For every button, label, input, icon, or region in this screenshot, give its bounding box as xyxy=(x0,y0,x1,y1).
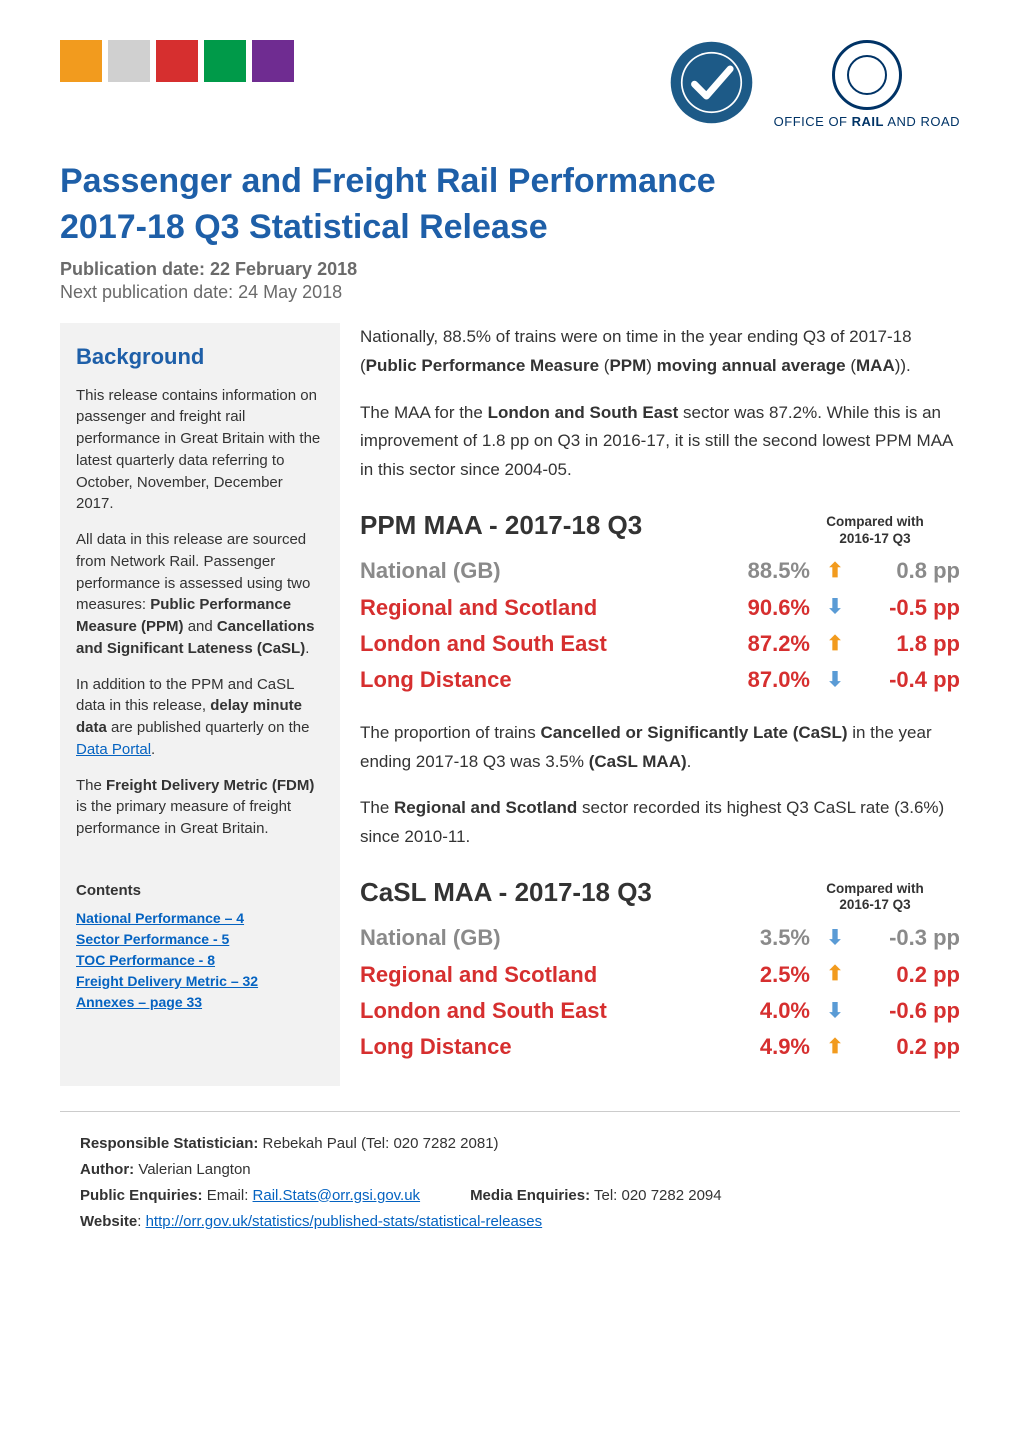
background-p3: In addition to the PPM and CaSL data in … xyxy=(76,674,324,761)
publication-date: Publication date: 22 February 2018 xyxy=(60,259,960,280)
ppm-table-title: PPM MAA - 2017-18 Q3 xyxy=(360,503,790,547)
footer-divider xyxy=(60,1111,960,1112)
metric-label: National (GB) xyxy=(360,920,710,956)
data-portal-link[interactable]: Data Portal xyxy=(76,741,151,758)
casl-table-title: CaSL MAA - 2017-18 Q3 xyxy=(360,870,790,914)
main-content: Nationally, 88.5% of trains were on time… xyxy=(340,323,960,1086)
metric-row: London and South East4.0% -0.6 pp xyxy=(360,993,960,1029)
summary-p1: Nationally, 88.5% of trains were on time… xyxy=(360,323,960,381)
summary-p3: The proportion of trains Cancelled or Si… xyxy=(360,719,960,777)
national-statistics-badge-icon xyxy=(669,40,754,125)
footer: Responsible Statistician: Rebekah Paul (… xyxy=(60,1132,960,1234)
metric-change: 0.2 pp xyxy=(860,957,960,993)
metric-value: 3.5% xyxy=(710,920,810,956)
ppm-table: PPM MAA - 2017-18 Q3 Compared with2016-1… xyxy=(360,503,960,698)
color-block xyxy=(108,40,150,82)
metric-row: National (GB)88.5% 0.8 pp xyxy=(360,553,960,589)
metric-value: 2.5% xyxy=(710,957,810,993)
sidebar: Background This release contains informa… xyxy=(60,323,340,1086)
toc-link[interactable]: Sector Performance - 5 xyxy=(76,929,324,950)
metric-value: 4.9% xyxy=(710,1029,810,1065)
metric-change: 1.8 pp xyxy=(860,626,960,662)
arrow-down-icon xyxy=(810,664,860,697)
metric-label: Long Distance xyxy=(360,662,710,698)
metric-row: Long Distance4.9% 0.2 pp xyxy=(360,1029,960,1065)
metric-change: -0.4 pp xyxy=(860,662,960,698)
metric-row: National (GB)3.5% -0.3 pp xyxy=(360,920,960,956)
metric-change: -0.6 pp xyxy=(860,993,960,1029)
toc-link[interactable]: Annexes – page 33 xyxy=(76,992,324,1013)
metric-change: -0.5 pp xyxy=(860,590,960,626)
metric-change: 0.8 pp xyxy=(860,553,960,589)
metric-value: 88.5% xyxy=(710,553,810,589)
metric-value: 87.0% xyxy=(710,662,810,698)
toc-link[interactable]: Freight Delivery Metric – 32 xyxy=(76,971,324,992)
casl-compare-label: Compared with2016-17 Q3 xyxy=(790,881,960,915)
metric-change: 0.2 pp xyxy=(860,1029,960,1065)
metric-value: 90.6% xyxy=(710,590,810,626)
right-logos: OFFICE OF RAIL AND ROAD xyxy=(669,40,960,129)
metric-row: Regional and Scotland90.6% -0.5 pp xyxy=(360,590,960,626)
metric-label: Regional and Scotland xyxy=(360,957,710,993)
summary-p4: The Regional and Scotland sector recorde… xyxy=(360,794,960,852)
metric-change: -0.3 pp xyxy=(860,920,960,956)
metric-value: 87.2% xyxy=(710,626,810,662)
background-p1: This release contains information on pas… xyxy=(76,385,324,516)
metric-label: London and South East xyxy=(360,993,710,1029)
background-heading: Background xyxy=(76,341,324,373)
background-p4: The Freight Delivery Metric (FDM) is the… xyxy=(76,775,324,840)
metric-row: London and South East87.2% 1.8 pp xyxy=(360,626,960,662)
ppm-compare-label: Compared with2016-17 Q3 xyxy=(790,514,960,548)
toc-link[interactable]: National Performance – 4 xyxy=(76,908,324,929)
toc-link[interactable]: TOC Performance - 8 xyxy=(76,950,324,971)
arrow-up-icon xyxy=(810,958,860,991)
metric-value: 4.0% xyxy=(710,993,810,1029)
color-block xyxy=(60,40,102,82)
contents-heading: Contents xyxy=(76,880,324,902)
page-title: Passenger and Freight Rail Performance 2… xyxy=(60,159,960,251)
arrow-up-icon xyxy=(810,1031,860,1064)
orr-logo-text: OFFICE OF RAIL AND ROAD xyxy=(774,114,960,129)
next-publication-date: Next publication date: 24 May 2018 xyxy=(60,282,960,303)
website-link[interactable]: http://orr.gov.uk/statistics/published-s… xyxy=(146,1213,543,1230)
metric-label: Regional and Scotland xyxy=(360,590,710,626)
metric-row: Long Distance87.0% -0.4 pp xyxy=(360,662,960,698)
header-logos: OFFICE OF RAIL AND ROAD xyxy=(60,40,960,129)
color-block xyxy=(156,40,198,82)
public-enquiries-email-link[interactable]: Rail.Stats@orr.gsi.gov.uk xyxy=(253,1187,421,1204)
arrow-down-icon xyxy=(810,922,860,955)
arrow-up-icon xyxy=(810,628,860,661)
orr-logo: OFFICE OF RAIL AND ROAD xyxy=(774,40,960,129)
background-p2: All data in this release are sourced fro… xyxy=(76,529,324,660)
arrow-down-icon xyxy=(810,591,860,624)
metric-label: National (GB) xyxy=(360,553,710,589)
color-blocks-logo xyxy=(60,40,294,82)
casl-table: CaSL MAA - 2017-18 Q3 Compared with2016-… xyxy=(360,870,960,1065)
color-block xyxy=(204,40,246,82)
arrow-up-icon xyxy=(810,555,860,588)
metric-label: Long Distance xyxy=(360,1029,710,1065)
color-block xyxy=(252,40,294,82)
metric-label: London and South East xyxy=(360,626,710,662)
arrow-down-icon xyxy=(810,995,860,1028)
metric-row: Regional and Scotland2.5% 0.2 pp xyxy=(360,957,960,993)
summary-p2: The MAA for the London and South East se… xyxy=(360,399,960,486)
